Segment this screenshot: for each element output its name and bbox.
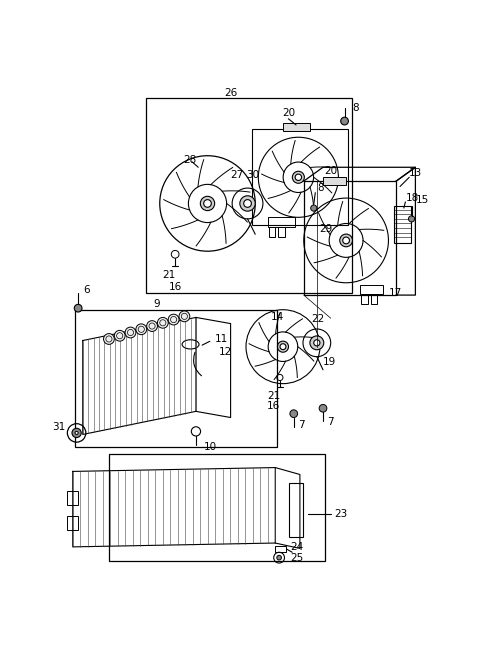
Circle shape	[204, 199, 211, 207]
Circle shape	[114, 331, 125, 341]
Circle shape	[75, 432, 78, 434]
Circle shape	[277, 556, 281, 560]
Circle shape	[157, 318, 168, 328]
Text: 20: 20	[282, 108, 295, 118]
Text: 15: 15	[415, 195, 429, 205]
Bar	[283, 123, 310, 131]
Text: 10: 10	[204, 441, 217, 452]
Circle shape	[408, 216, 415, 222]
Circle shape	[125, 327, 136, 338]
Text: 12: 12	[219, 347, 232, 357]
Text: 17: 17	[388, 288, 402, 298]
Text: 30: 30	[246, 170, 259, 180]
Text: 7: 7	[327, 417, 334, 427]
Bar	[394, 206, 411, 243]
Text: 20: 20	[324, 166, 337, 176]
Bar	[146, 98, 352, 293]
Bar	[75, 310, 277, 447]
Text: 24: 24	[291, 542, 304, 552]
Text: 21: 21	[162, 270, 176, 280]
Polygon shape	[83, 318, 196, 434]
Circle shape	[200, 196, 215, 211]
Circle shape	[314, 340, 320, 346]
Bar	[67, 491, 78, 504]
Circle shape	[292, 171, 304, 183]
Circle shape	[311, 205, 317, 211]
Circle shape	[179, 311, 190, 321]
Bar	[278, 226, 285, 237]
Bar	[371, 295, 377, 304]
Text: 16: 16	[267, 401, 280, 411]
Text: 8: 8	[352, 103, 359, 113]
Circle shape	[310, 336, 324, 350]
Bar	[304, 181, 396, 295]
Text: 23: 23	[335, 509, 348, 519]
Bar	[289, 483, 303, 537]
Circle shape	[280, 344, 286, 350]
Text: 27: 27	[230, 170, 244, 180]
Circle shape	[343, 237, 349, 244]
Text: 18: 18	[406, 193, 420, 203]
Circle shape	[341, 117, 348, 125]
Text: 13: 13	[409, 168, 422, 178]
Text: 28: 28	[183, 155, 196, 165]
Text: 19: 19	[323, 357, 336, 367]
Text: 25: 25	[291, 552, 304, 563]
Text: 26: 26	[224, 88, 237, 98]
Bar	[269, 226, 275, 237]
Circle shape	[244, 199, 252, 207]
Bar	[361, 295, 368, 304]
Text: 8: 8	[318, 183, 324, 193]
Bar	[109, 455, 324, 561]
Circle shape	[74, 304, 82, 312]
Bar	[67, 516, 78, 530]
Text: 29: 29	[319, 224, 332, 234]
Text: 31: 31	[52, 422, 65, 432]
Circle shape	[290, 410, 298, 417]
Text: 14: 14	[271, 312, 284, 322]
Circle shape	[319, 405, 327, 412]
Text: 22: 22	[312, 314, 324, 324]
Text: 11: 11	[215, 334, 228, 344]
Bar	[267, 217, 295, 226]
Polygon shape	[73, 468, 275, 547]
Circle shape	[240, 195, 255, 211]
Circle shape	[147, 321, 157, 331]
Bar	[360, 285, 383, 295]
Bar	[275, 546, 286, 552]
Circle shape	[295, 174, 301, 180]
Text: 16: 16	[168, 281, 182, 292]
Bar	[323, 177, 346, 185]
Text: 7: 7	[299, 420, 305, 430]
Circle shape	[340, 234, 352, 247]
Text: 21: 21	[267, 391, 280, 401]
Circle shape	[277, 341, 288, 352]
Circle shape	[104, 334, 114, 344]
Circle shape	[72, 428, 81, 438]
Text: 6: 6	[83, 285, 89, 295]
Circle shape	[168, 314, 179, 325]
Text: 9: 9	[154, 299, 160, 310]
Bar	[252, 129, 348, 225]
Circle shape	[136, 324, 147, 335]
